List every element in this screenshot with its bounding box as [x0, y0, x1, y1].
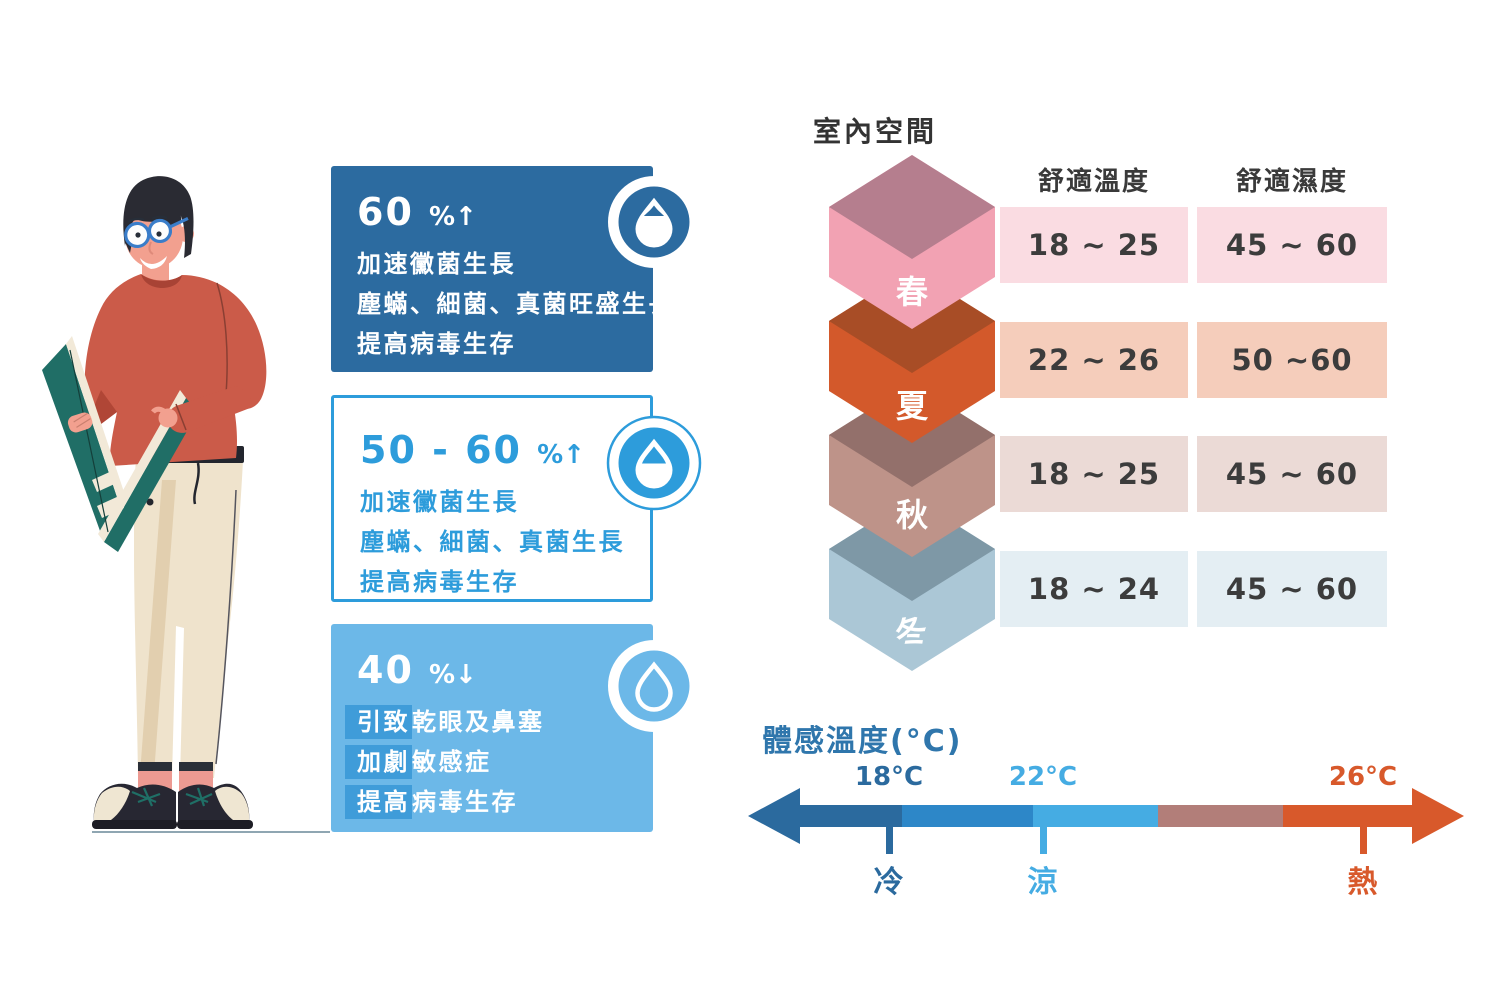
open-book [42, 336, 198, 552]
scale-segment-warm [1158, 805, 1283, 827]
humidity-card-low: 40 %↓ 引致乾眼及鼻塞 加劇敏感症 提高病毒生存 [331, 624, 653, 832]
scale-segment-mild [1033, 805, 1158, 827]
temp-cell-autumn: 18 ~ 25 [1000, 436, 1188, 512]
tick-18 [886, 827, 893, 854]
hot-arrowhead-icon [1412, 788, 1464, 844]
marker-label-cool: 涼 [1027, 865, 1059, 900]
scale-segment-cold [798, 805, 902, 827]
column-header-humidity: 舒適濕度 [1235, 167, 1348, 197]
cube-spring: 春 [829, 155, 995, 329]
smile [140, 256, 167, 269]
temp-cell-summer: 22 ~ 26 [1000, 322, 1188, 398]
tick-22 [1040, 827, 1047, 854]
water-drop-full-icon [608, 176, 700, 268]
season-label: 秋 [896, 496, 928, 534]
humidity-card-ideal: 50 - 60 %↑ 加速黴菌生長 塵蟎、細菌、真菌生長 提高病毒生存 [331, 395, 653, 602]
scale-segment-hot [1283, 805, 1412, 827]
marker-value-26: 26°C [1328, 762, 1398, 792]
effect-line: 引致乾眼及鼻塞 [345, 702, 633, 742]
season-label: 春 [896, 273, 928, 311]
humidity-cell-autumn: 45 ~ 60 [1197, 436, 1387, 512]
scale-title: 體感溫度(°C) [762, 724, 963, 759]
humidity-cell-winter: 45 ~ 60 [1197, 551, 1387, 627]
humidity-card-high: 60 %↑ 加速黴菌生長 塵蟎、細菌、真菌旺盛生長 提高病毒生存 [331, 166, 675, 372]
effect-line: 塵蟎、細菌、真菌生長 [360, 528, 625, 556]
ground-line [92, 831, 330, 833]
effect-line: 提高病毒生存 [360, 568, 519, 596]
humidity-level: 50 - 60 %↑ [360, 428, 585, 472]
season-cubes: 冬 秋 夏 春 [829, 155, 995, 671]
effect-line: 提高病毒生存 [357, 330, 516, 358]
marker-value-22: 22°C [1008, 762, 1078, 792]
section-title-indoor-space: 室內空間 [813, 115, 938, 148]
humidity-level: 40 %↓ [357, 648, 477, 692]
effect-line: 加速黴菌生長 [360, 488, 519, 516]
temp-cell-spring: 18 ~ 25 [1000, 207, 1188, 283]
humidity-level: 60 %↑ [357, 190, 477, 234]
water-drop-half-icon [606, 415, 702, 511]
marker-value-18: 18°C [854, 762, 924, 792]
cold-arrowhead-icon [748, 788, 800, 844]
humidity-cell-summer: 50 ~60 [1197, 322, 1387, 398]
scale-segment-cool [902, 805, 1033, 827]
water-drop-empty-icon [608, 640, 700, 732]
season-label: 夏 [896, 387, 929, 425]
marker-label-cold: 冷 [873, 865, 905, 900]
marker-label-hot: 熱 [1347, 865, 1379, 900]
effect-line: 塵蟎、細菌、真菌旺盛生長 [357, 290, 675, 318]
temp-cell-winter: 18 ~ 24 [1000, 551, 1188, 627]
man-reading-book-illustration [42, 176, 267, 829]
column-header-temperature: 舒適溫度 [1037, 167, 1150, 197]
effect-line: 提高病毒生存 [345, 782, 633, 822]
tick-26 [1360, 827, 1367, 854]
effect-line: 加劇敏感症 [345, 742, 633, 782]
effect-line: 加速黴菌生長 [357, 250, 516, 278]
humidity-cell-spring: 45 ~ 60 [1197, 207, 1387, 283]
